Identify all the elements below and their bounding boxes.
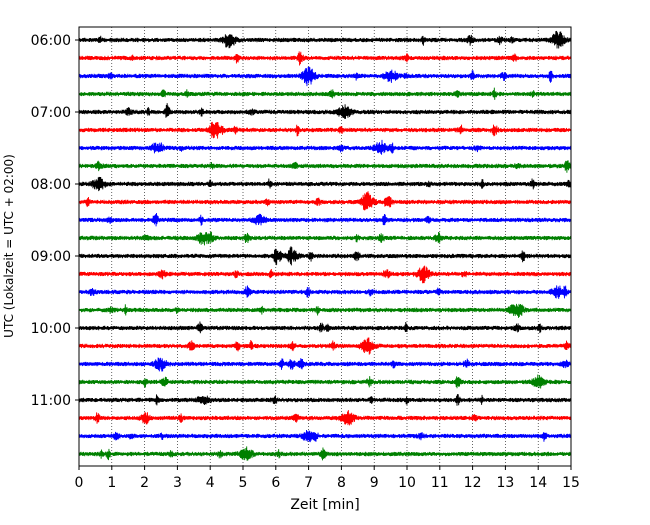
x-tick-label: 14 — [529, 475, 547, 491]
seismic-trace — [78, 374, 572, 389]
x-tick-label: 8 — [337, 475, 346, 491]
x-tick-label: 1 — [107, 475, 116, 491]
x-tick-label: 7 — [304, 475, 313, 491]
x-tick-label: 15 — [562, 475, 580, 491]
seismic-trace — [78, 285, 572, 299]
seismic-trace — [78, 337, 572, 355]
y-tick-label: 09:00 — [31, 249, 71, 265]
seismic-trace — [78, 265, 572, 284]
y-tick-label: 10:00 — [31, 321, 71, 337]
x-tick-label: 9 — [370, 475, 379, 491]
x-tick-label: 5 — [239, 475, 248, 491]
y-tick-label: 06:00 — [31, 33, 71, 49]
seismic-trace — [78, 212, 572, 227]
seismic-trace — [78, 246, 572, 266]
seismic-trace — [78, 446, 572, 461]
y-tick-label: 11:00 — [31, 393, 71, 409]
seismic-trace — [78, 66, 572, 87]
x-tick-layer: 0 1 2 3 4 5 6 7 8 9 10 11 12 13 14 15 — [75, 466, 580, 491]
x-tick-label: 0 — [75, 475, 84, 491]
seismic-trace — [78, 410, 572, 426]
seismic-trace — [78, 430, 572, 443]
seismic-trace — [78, 121, 572, 139]
seismic-trace — [78, 191, 572, 211]
y-tick-layer: 06:00 07:00 08:00 09:00 10:00 11:00 — [31, 33, 79, 409]
seismic-trace — [78, 321, 572, 334]
y-axis-label: UTC (Lokalzeit = UTC + 02:00) — [2, 154, 16, 338]
seismic-trace — [78, 160, 572, 173]
x-tick-label: 3 — [173, 475, 182, 491]
y-tick-label: 07:00 — [31, 105, 71, 121]
x-tick-label: 10 — [398, 475, 416, 491]
seismic-trace — [78, 103, 572, 119]
x-tick-label: 2 — [140, 475, 149, 491]
x-tick-label: 13 — [496, 475, 514, 491]
seismic-trace — [78, 51, 572, 66]
plot-frame — [78, 26, 572, 467]
seismic-trace — [78, 176, 572, 192]
seismic-trace — [78, 303, 572, 318]
seismic-trace — [78, 394, 572, 406]
seismic-trace — [78, 231, 572, 246]
x-tick-label: 12 — [464, 475, 482, 491]
trace-layer — [78, 30, 572, 461]
seismic-trace — [78, 30, 572, 49]
y-tick-label: 08:00 — [31, 177, 71, 193]
seismic-trace — [78, 357, 572, 372]
seismic-trace — [78, 87, 572, 100]
seismic-trace — [78, 139, 572, 155]
plot-area-background — [79, 27, 571, 466]
grid-layer — [111, 27, 539, 466]
x-tick-label: 6 — [271, 475, 280, 491]
x-axis-label: Zeit [min] — [290, 497, 359, 513]
x-tick-label: 4 — [206, 475, 215, 491]
x-tick-label: 11 — [431, 475, 449, 491]
